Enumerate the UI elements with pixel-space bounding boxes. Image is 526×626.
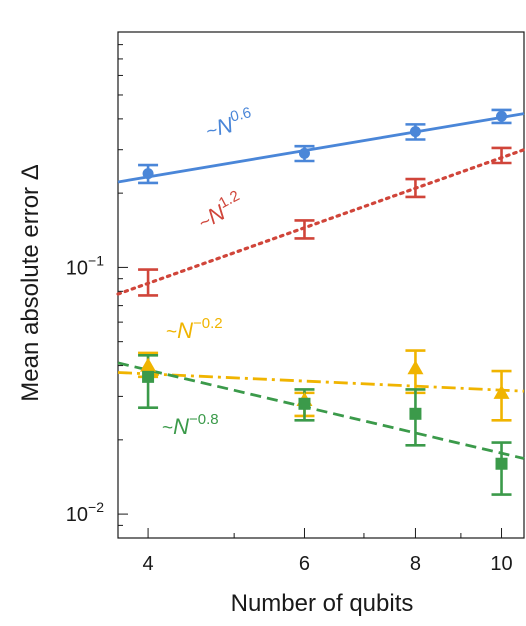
x-tick-label: 4 xyxy=(143,553,154,575)
y-axis-label: Mean absolute error Δ xyxy=(17,164,44,401)
blue-marker xyxy=(298,147,310,159)
y-tick-label: 10−1 xyxy=(66,252,104,279)
axis-ticks: 10−1 10−2 4 6 8 10 xyxy=(66,31,513,575)
yellow-fit-label: ~N−0.2 xyxy=(166,315,223,343)
error-bars xyxy=(138,108,512,496)
yellow-marker xyxy=(493,384,510,399)
x-axis-label: Number of qubits xyxy=(231,590,414,617)
blue-fit-line xyxy=(117,112,525,184)
red-error-bar xyxy=(138,268,159,297)
blue-marker xyxy=(142,168,154,180)
green-marker xyxy=(142,370,155,383)
blue-fit-label: ~N0.6 xyxy=(202,104,255,143)
x-tick-label: 6 xyxy=(299,553,310,575)
fit-lines xyxy=(116,112,526,460)
red-fit-label: ~N1.2 xyxy=(192,187,247,234)
x-tick-label: 8 xyxy=(410,553,421,575)
green-marker xyxy=(495,457,508,470)
plot-frame xyxy=(117,31,525,539)
y-tick-label: 10−2 xyxy=(66,499,104,526)
x-tick-label: 10 xyxy=(490,553,512,575)
green-marker xyxy=(409,407,422,420)
fit-labels: ~N0.6 ~N1.2 ~N−0.2 ~N−0.8 xyxy=(162,104,255,439)
yellow-fit-line xyxy=(117,371,525,393)
blue-marker xyxy=(496,110,508,122)
red-error-bar xyxy=(294,219,315,240)
red-error-bar xyxy=(491,146,512,165)
yellow-marker xyxy=(407,360,424,375)
blue-marker xyxy=(409,126,421,138)
red-error-bar xyxy=(405,177,426,199)
data-markers xyxy=(140,110,510,470)
green-fit-label: ~N−0.8 xyxy=(162,411,219,439)
red-fit-line xyxy=(116,148,526,296)
green-fit-line xyxy=(117,361,525,460)
yellow-marker xyxy=(140,357,157,372)
plot-border xyxy=(117,31,525,539)
green-marker xyxy=(298,397,311,410)
